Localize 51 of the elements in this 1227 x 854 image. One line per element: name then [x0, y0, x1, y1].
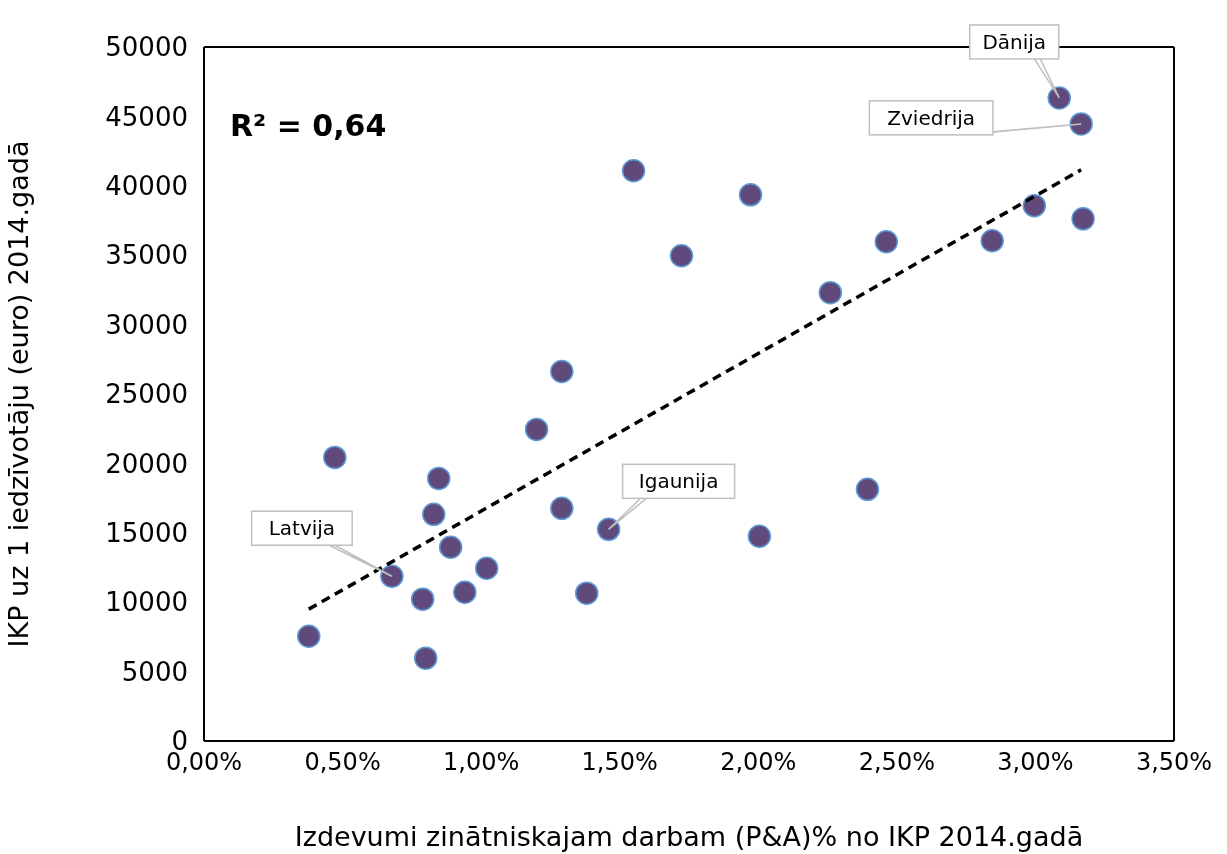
- y-tick-label: 20000: [105, 448, 188, 479]
- y-tick-label: 40000: [105, 171, 188, 202]
- point: [422, 502, 446, 527]
- point: [550, 359, 574, 384]
- point: [474, 556, 499, 580]
- point: [1069, 112, 1093, 136]
- point: [413, 646, 438, 670]
- point: [297, 624, 321, 648]
- x-axis-title: Izdevumi zinātniskajam darbam (P&A)% no IKP 2014.gadā: [294, 821, 1084, 852]
- x-tick-label: 3,50%: [1135, 748, 1213, 777]
- y-tick-label: 50000: [105, 32, 188, 63]
- point: [380, 564, 404, 588]
- point: [524, 417, 549, 442]
- point: [874, 229, 899, 254]
- x-tick-label: 2,00%: [720, 748, 797, 777]
- y-tick-label: 35000: [105, 240, 188, 271]
- y-tick-label: 25000: [105, 379, 188, 410]
- x-tick-label: 2,50%: [858, 748, 935, 777]
- point: [1022, 194, 1047, 218]
- x-tick-label: 1,00%: [443, 748, 520, 777]
- y-tick-label: 10000: [105, 587, 188, 618]
- annotation: Zviedrija: [887, 105, 975, 130]
- point: [855, 477, 880, 502]
- point: [574, 581, 599, 605]
- y-tick-label: 5000: [121, 656, 188, 687]
- x-tick-label: 0,50%: [304, 748, 381, 777]
- point: [1047, 86, 1072, 110]
- point: [323, 445, 347, 470]
- annotation: Igaunija: [638, 469, 719, 494]
- point: [596, 517, 621, 542]
- point: [438, 535, 463, 559]
- point: [747, 524, 772, 549]
- point: [980, 229, 1004, 253]
- annotation: R² = 0,64: [230, 108, 387, 143]
- annotation: Dānija: [982, 29, 1047, 54]
- point: [550, 496, 574, 521]
- point: [426, 466, 451, 491]
- x-tick-label: 1,50%: [581, 748, 658, 777]
- annotation: Latvija: [268, 516, 336, 541]
- y-tick-label: 30000: [105, 309, 188, 340]
- point: [818, 280, 843, 305]
- point: [738, 183, 763, 207]
- y-tick-label: 15000: [105, 518, 188, 549]
- point: [453, 580, 477, 604]
- point: [410, 587, 435, 611]
- y-axis-title: IKP uz 1 iedzīvotāju (euro) 2014.gadā: [2, 140, 34, 648]
- y-tick-label: 45000: [105, 101, 188, 132]
- point: [1071, 207, 1095, 231]
- point: [669, 244, 694, 268]
- point: [621, 159, 646, 183]
- x-tick-label: 3,00%: [997, 748, 1074, 777]
